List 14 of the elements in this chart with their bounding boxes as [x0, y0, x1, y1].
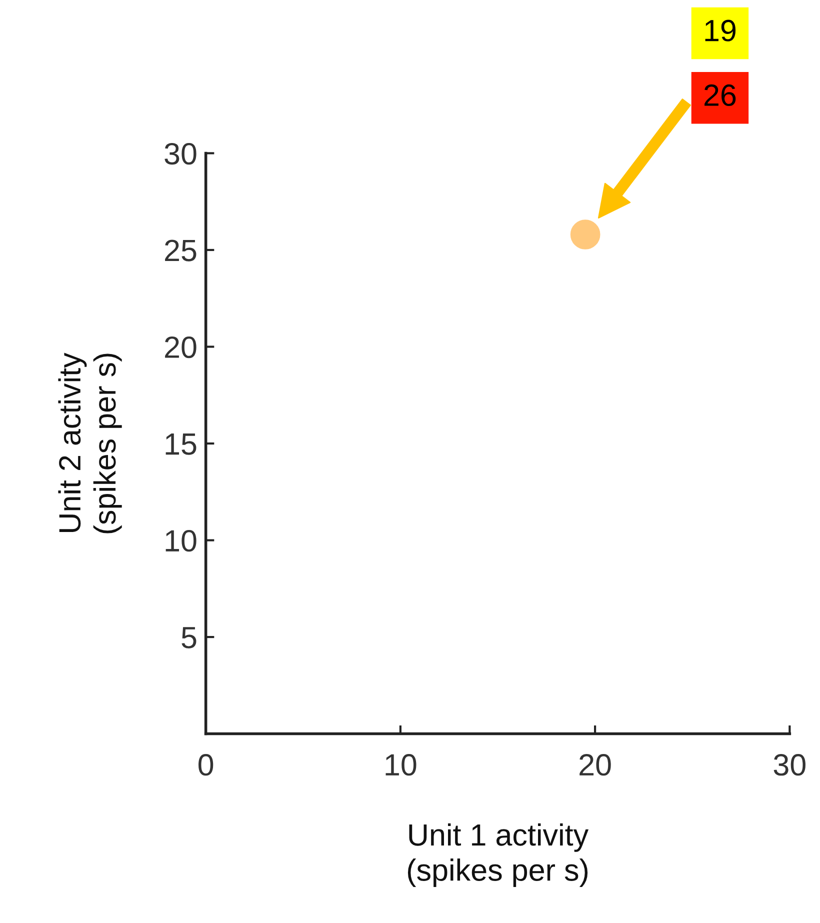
- x-tick-label: 30: [774, 754, 806, 776]
- text: 19: [705, 20, 736, 42]
- y-axis-title: Unit 2 activity (spikes per s): [58, 352, 122, 534]
- x-tick-label: 20: [580, 754, 611, 776]
- y-tick-label: 30: [164, 142, 196, 165]
- y-tick-label: 5: [182, 627, 196, 648]
- y-tick-label: 10: [166, 530, 196, 552]
- x-tick-label: 10: [386, 754, 416, 776]
- x-tick-label: 0: [198, 754, 214, 776]
- text: 26: [704, 84, 736, 106]
- y-tick-label: 15: [166, 434, 196, 455]
- y-tick-label: 20: [165, 336, 196, 358]
- x-axis-title: Unit 1 activity (spikes per s): [408, 823, 589, 887]
- y-tick-label: 25: [165, 240, 196, 262]
